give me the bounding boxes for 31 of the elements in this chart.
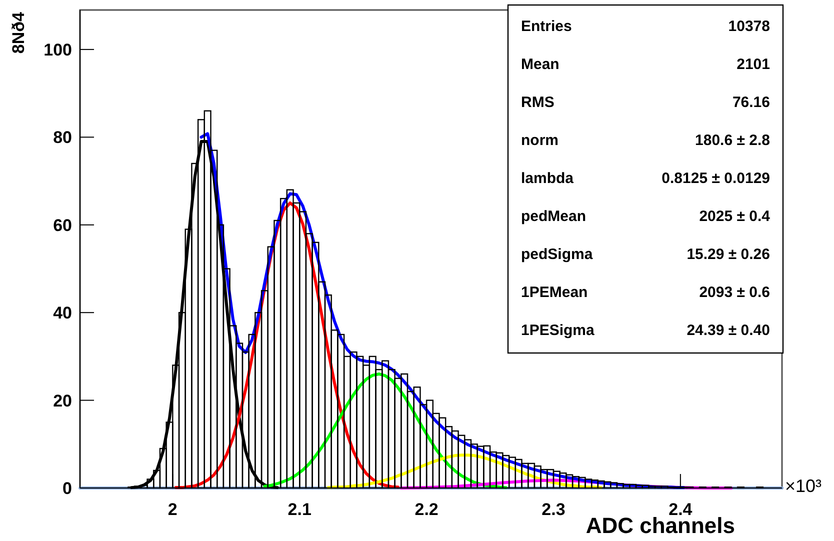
y-axis-title: 8Nð4 — [9, 11, 28, 54]
x-tick-label: 2.3 — [542, 500, 566, 519]
annotation: 0.8125 ± 0.0129 — [662, 170, 770, 187]
annotation: 15.29 ± 0.26 — [686, 246, 770, 263]
x-tick-label: 2.4 — [668, 500, 693, 519]
y-tick-label: 20 — [53, 391, 72, 410]
x-tick-label: 2.2 — [414, 500, 438, 519]
annotation: RMS — [521, 94, 554, 111]
annotation: 24.39 ± 0.40 — [686, 322, 770, 339]
annotation: 10378 — [728, 18, 770, 35]
y-tick-label: 40 — [53, 304, 72, 323]
x-tick-label: 2 — [168, 500, 178, 519]
annotation: pedSigma — [521, 246, 594, 263]
annotation: Mean — [521, 56, 560, 73]
annotation: 2101 — [736, 56, 770, 73]
annotation: Entries — [521, 18, 572, 35]
y-tick-label: 100 — [44, 40, 72, 60]
annotation: pedMean — [521, 208, 586, 225]
annotation: 1PESigma — [521, 322, 596, 339]
y-tick-label: 60 — [53, 216, 72, 235]
annotation: 1PEMean — [521, 284, 588, 301]
y-tick-label: 0 — [62, 479, 72, 498]
annotation: 180.6 ± 2.8 — [695, 132, 770, 149]
text: ×10³ — [785, 476, 822, 496]
x-tick-label: 2.1 — [288, 500, 312, 519]
annotation: 76.16 — [732, 94, 770, 111]
annotation: 2093 ± 0.6 — [699, 284, 770, 301]
annotation: lambda — [521, 170, 574, 187]
y-tick-label: 80 — [53, 128, 72, 148]
annotation: norm — [521, 132, 558, 149]
annotation: 2025 ± 0.4 — [699, 208, 771, 225]
